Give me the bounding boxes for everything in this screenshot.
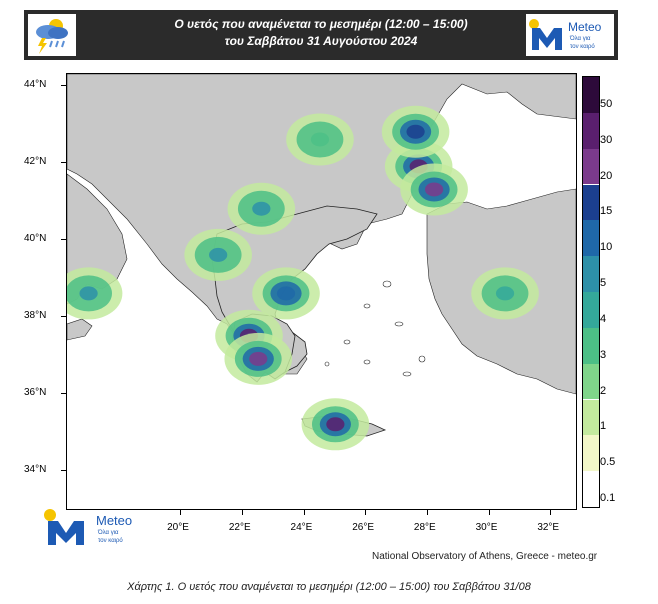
latitude-label: 38°N [24,309,47,321]
longitude-label: 20°E [167,522,189,533]
longitude-tick [180,510,182,515]
latitude-label: 36°N [24,386,47,398]
map-svg [67,74,576,509]
logo-tagline-1: Όλα για [570,36,591,42]
latitude-tick [61,469,66,471]
precipitation-map [66,73,577,510]
colorbar-label: 5 [600,277,607,289]
rain-area [249,351,268,366]
rain-area [406,124,425,139]
colorbar-segment [583,363,599,400]
colorbar-segment [583,327,599,364]
colorbar-label: 0.1 [600,492,616,504]
colorbar-segment [583,148,599,185]
latitude-tick [61,161,66,163]
land-sicily [67,318,93,341]
colorbar-segment [583,471,599,507]
rain-area [209,247,228,262]
colorbar-segment [583,292,599,328]
longitude-tick [241,510,243,515]
rain-area [79,286,98,301]
longitude-tick [303,510,305,515]
colorbar-label: 1 [600,420,607,433]
colorbar-label: 0.5 [600,456,616,469]
colorbar-label: 2 [600,384,607,397]
map-title: Ο υετός που αναμένεται το μεσημέρι (12:0… [104,16,538,50]
latitude-tick [61,315,66,317]
rain-area [310,132,330,147]
latitude-label: 34°N [24,463,47,475]
cloud-rain-lightning-icon [28,14,76,56]
latitude-label: 44°N [24,78,47,90]
colorbar-label: 10 [600,241,613,254]
logo-name: Meteo [568,20,602,34]
colorbar-segment [583,184,599,221]
figure-caption: Χάρτης 1. Ο υετός που αναμένεται το μεση… [127,581,531,593]
rain-area [276,286,296,301]
rain-area [252,201,271,216]
meteo-logo-icon [529,19,562,50]
colorbar-label: 30 [600,133,613,146]
rain-layer [67,105,539,451]
latitude-tick [61,238,66,240]
longitude-label: 22°E [228,522,251,533]
colorbar-label: 20 [600,169,613,182]
meteo-logo-header: Meteo Όλα για τον καιρό [526,14,614,56]
colorbar-segment [583,435,599,472]
latitude-tick [61,84,66,86]
latitude-label: 42°N [24,155,47,167]
aegean-islands [324,280,426,377]
logo-tagline-2: τον καιρό [570,44,595,50]
latitude-label: 40°N [24,232,47,244]
meteo-logo-icon [44,509,84,545]
longitude-label: 28°E [413,522,436,533]
colorbar-segment [583,256,599,292]
longitude-label: 24°E [290,522,313,533]
logo-tagline-2: τον καιρό [98,538,123,544]
colorbar-label: 3 [600,348,607,361]
colorbar-segment [583,112,599,149]
rain-area [495,286,515,301]
longitude-tick [550,510,552,515]
colorbar-label: 15 [600,205,613,218]
title-line-2: του Σαββάτου 31 Αυγούστου 2024 [224,34,418,48]
colorbar-segment [583,77,599,113]
colorbar-segment [583,220,599,257]
colorbar [582,76,600,508]
longitude-tick [488,510,490,515]
longitude-tick [426,510,428,515]
latitude-tick [61,392,66,394]
longitude-label: 32°E [537,522,560,533]
colorbar-segment [583,399,599,436]
longitude-label: 26°E [352,522,375,533]
rain-area [424,182,444,197]
colorbar-label: 4 [600,312,607,325]
logo-name: Meteo [96,513,133,528]
longitude-label: 30°E [475,522,498,533]
header-bar: Ο υετός που αναμένεται το μεσημέρι (12:0… [24,10,618,60]
title-line-1: Ο υετός που αναμένεται το μεσημέρι (12:0… [174,17,468,31]
meteo-logo-footer: Meteo Όλα για τον καιρό [42,505,152,549]
logo-tagline-1: Όλα για [98,530,119,536]
credit-text: National Observatory of Athens, Greece -… [372,551,598,562]
rain-area [326,417,345,432]
colorbar-label: 50 [600,97,613,110]
longitude-tick [365,510,367,515]
